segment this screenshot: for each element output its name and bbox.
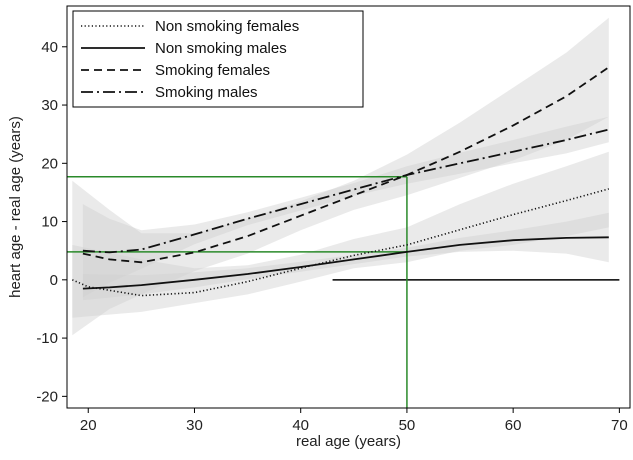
x-tick-label: 70	[611, 417, 628, 434]
series-line-2	[82, 66, 610, 264]
y-axis: -20 -10 0 10 20 30 40	[36, 39, 67, 405]
y-tick-label: 30	[41, 97, 58, 114]
y-tick-label: -20	[36, 388, 58, 405]
y-tick-label: 40	[41, 39, 58, 56]
legend-label-3: Smoking males	[155, 84, 258, 101]
x-axis-title: real age (years)	[296, 433, 401, 450]
series-line-3	[82, 128, 610, 254]
legend-label-1: Non smoking males	[155, 40, 287, 57]
x-tick-label: 40	[292, 417, 309, 434]
ci-band-0	[72, 151, 609, 318]
series-lines	[71, 66, 610, 297]
plot-frame	[66, 5, 631, 409]
x-tick-label: 60	[505, 417, 522, 434]
series-line-1	[82, 236, 609, 290]
y-tick-label: 20	[41, 155, 58, 172]
y-tick-label: 10	[41, 214, 58, 231]
reference-lines	[67, 175, 620, 408]
x-tick-label: 30	[186, 417, 203, 434]
x-tick-label: 50	[399, 417, 416, 434]
legend-label-0: Non smoking females	[155, 18, 299, 35]
y-tick-label: -10	[36, 330, 58, 347]
y-tick-label: 0	[50, 272, 58, 289]
x-axis: 20 30 40 50 60 70	[80, 408, 628, 434]
ci-band-2	[72, 17, 609, 336]
y-axis-title: heart age - real age (years)	[7, 116, 24, 298]
x-tick-label: 20	[80, 417, 97, 434]
ci-band-3	[82, 116, 609, 298]
legend-box	[72, 10, 364, 108]
legend-label-2: Smoking females	[155, 62, 270, 79]
series-line-0	[71, 188, 610, 297]
legend: Non smoking females Non smoking males Smok…	[72, 10, 364, 108]
